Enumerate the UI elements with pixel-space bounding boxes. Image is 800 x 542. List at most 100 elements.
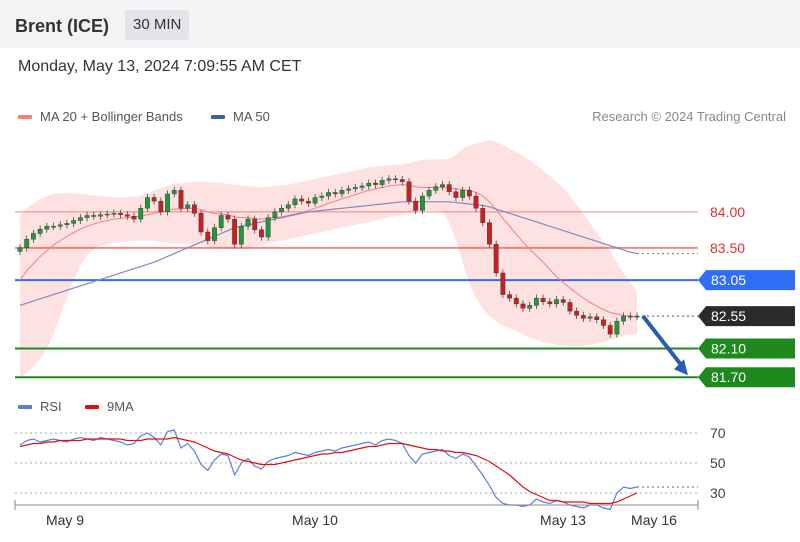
candle-body [118,213,123,215]
candle-body [433,186,439,191]
candle-body [419,195,425,211]
candle-body [587,316,593,319]
candle-body [366,182,372,187]
ma20-line [19,184,638,318]
candle-body [339,190,345,195]
legend-ma20: MA 20 + Bollinger Bands [18,109,183,124]
candle-body [285,204,291,209]
candle-body [292,198,298,205]
legend-rsi: RSI [18,399,62,414]
candle-body [178,190,184,209]
candle-body [406,181,412,202]
candle-body [480,208,486,223]
legend-ma9: 9MA [85,399,134,414]
candle-body [399,179,405,182]
candle-body [373,182,378,185]
price-label-82-10: 82.10 [698,338,795,359]
candle-body [359,185,365,188]
candle-body [158,200,164,213]
candle-body [614,320,620,335]
candle-body [426,190,432,197]
price-label-text: 84.00 [710,204,745,220]
candle-body [527,305,533,309]
rsi-tick-30: 30 [710,485,726,501]
rsi-ma9-line [19,436,638,505]
candle-body [473,195,479,209]
candle-body [218,215,224,228]
candle-body [151,197,157,202]
candle-body [446,184,452,192]
candle-body [185,204,191,209]
candle-body [57,224,63,227]
candle-body [460,190,466,198]
candle-body [171,190,177,195]
candle-body [238,226,244,245]
candle-body [98,214,103,217]
rsi-tick-50: 50 [710,455,726,471]
x-tick-label: May 16 [631,512,677,528]
price-label-text: 82.10 [711,340,746,356]
price-label-bg [698,367,795,388]
candle-body [520,303,526,309]
candle-body [466,190,472,197]
chart-header: Brent (ICE) 30 MIN [0,0,800,48]
candle-body [279,208,284,213]
candle-body [111,213,117,215]
candle-body [319,195,325,198]
candle-body [540,297,546,302]
forecast-arrow-shaft [641,314,685,369]
candle-body [198,213,204,233]
timestamp: Monday, May 13, 2024 7:09:55 AM CET [18,58,302,75]
price-label-text: 82.55 [711,308,746,324]
copyright-text: Research © 2024 Trading Central [592,109,786,124]
candle-body [386,178,392,181]
candle-body [138,208,144,220]
candle-body [493,244,499,274]
candle-body [393,178,398,181]
candle-body [487,222,492,245]
candle-body [44,226,50,230]
price-label-text: 81.70 [711,369,746,385]
price-label-82-55: 82.55 [698,306,795,327]
legend-ma20-label: MA 20 + Bollinger Bands [40,109,183,124]
price-label-bg [698,306,795,327]
candle-body [352,187,358,190]
candle-body [634,315,640,318]
candle-body [31,233,36,240]
timeframe-button[interactable]: 30 MIN [125,10,190,40]
candle-body [205,231,211,241]
ma50-swatch [211,114,225,119]
candle-body [567,302,573,312]
candle-body [500,272,506,295]
candle-body [245,218,251,227]
price-label-83-50: 83.50 [710,240,745,256]
candle-body [513,297,519,305]
candle-body [71,220,77,224]
x-tick-label: May 9 [46,512,84,528]
candle-body [84,215,90,218]
rsi-line [19,429,638,511]
candle-body [601,319,606,326]
forecast-arrow-head [674,359,688,376]
ma9-swatch [85,404,99,409]
candle-body [212,227,217,241]
candle-body [24,238,30,249]
candle-body [379,180,385,185]
candle-body [621,315,626,322]
candle-body [554,299,559,305]
candle-body [627,315,633,318]
candle-body [17,247,23,252]
rsi-tick-70: 70 [710,425,726,441]
candle-body [91,215,97,217]
price-label-84-00: 84.00 [710,204,745,220]
x-tick-label: May 10 [292,512,338,528]
candle-body [326,192,331,197]
candle-body [560,299,566,303]
candle-body [580,315,586,319]
price-label-83-05: 83.05 [698,270,795,291]
candle-body [265,217,271,238]
candle-body [131,215,137,220]
candle-body [252,218,258,231]
candle-body [453,191,459,198]
